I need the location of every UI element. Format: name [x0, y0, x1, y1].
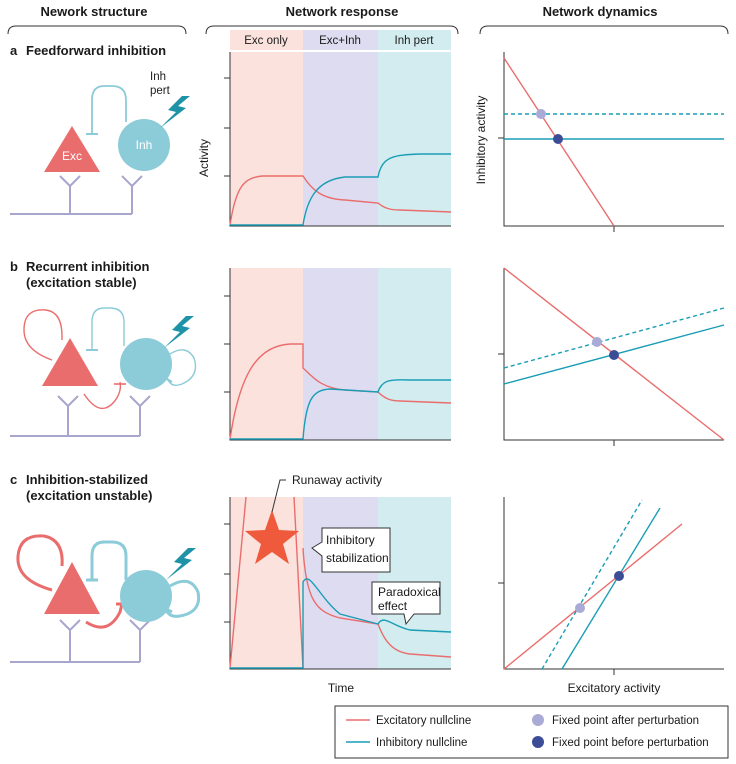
svg-text:stabilization: stabilization [326, 551, 389, 565]
row-a-label: a Feedforward inhibition [10, 43, 166, 58]
fixed-point-after [536, 109, 546, 119]
fixed-point-before [614, 571, 624, 581]
legend-fp-after: Fixed point after perturbation [552, 715, 699, 727]
svg-text:(excitation unstable): (excitation unstable) [26, 488, 152, 503]
svg-text:Feedforward inhibition: Feedforward inhibition [26, 43, 166, 58]
pert-label-line2: pert [150, 85, 171, 97]
response-a: Activity [197, 52, 452, 227]
row-b-label: b Recurrent inhibition (excitation stabl… [10, 259, 150, 290]
svg-text:Inhibitory: Inhibitory [326, 533, 375, 547]
phase-exc-only: Exc only [244, 35, 288, 47]
x-axis-excitatory-label: Excitatory activity [568, 681, 661, 695]
inh-neuron [120, 570, 172, 622]
exc-neuron [44, 562, 100, 614]
dynamics-a: Inhibitory activity [474, 52, 724, 232]
inh-label: Inh [136, 138, 153, 152]
phase-exc-inh: Exc+Inh [319, 35, 361, 47]
inhibitory-trace [230, 578, 452, 669]
runaway-trace [229, 496, 247, 669]
dynamics-b [498, 267, 725, 446]
header-dynamics-brace [479, 25, 729, 35]
header-response: Network response [286, 4, 399, 19]
y-axis-activity-label: Activity [197, 139, 211, 177]
inhibitory-trace [230, 153, 451, 226]
perturbed-inhibitory-nullcline [503, 307, 725, 369]
paradoxical-callout: Paradoxical effect [371, 581, 441, 626]
dynamics-c: Excitatory activity [498, 497, 724, 695]
svg-text:c: c [10, 472, 17, 487]
excitatory-trace [229, 175, 452, 226]
inh-neuron [120, 338, 172, 390]
phase-inh-pert: Inh pert [395, 35, 435, 47]
svg-text:Inhibition-stabilized: Inhibition-stabilized [26, 472, 148, 487]
structure-a: Exc Inh Inh pert [10, 71, 190, 215]
header-structure-brace [7, 25, 187, 35]
svg-text:Paradoxical: Paradoxical [378, 585, 441, 599]
x-axis-time-label: Time [328, 681, 355, 695]
pert-label-line1: Inh [150, 71, 166, 83]
response-c: Runaway activity Inhibitory stabilizatio… [224, 473, 452, 695]
legend-exc-nullcline: Excitatory nullcline [376, 715, 471, 727]
svg-text:b: b [10, 259, 18, 274]
structure-b [10, 307, 197, 437]
perturbed-inhibitory-nullcline [541, 499, 643, 670]
exc-label: Exc [62, 149, 82, 163]
fixed-point-before [609, 350, 619, 360]
stabilization-callout: Inhibitory stabilization [311, 527, 391, 573]
inhibitory-trace [230, 379, 451, 440]
lightning-bolt-icon [164, 316, 194, 348]
legend: Excitatory nullcline Inhibitory nullclin… [334, 705, 729, 759]
header-dynamics: Network dynamics [543, 4, 658, 19]
y-axis-inhibitory-label: Inhibitory activity [474, 96, 488, 185]
svg-text:Recurrent inhibition: Recurrent inhibition [26, 259, 150, 274]
svg-text:effect: effect [378, 599, 408, 613]
svg-text:a: a [10, 43, 18, 58]
phase-label-band: Exc only Exc+Inh Inh pert [230, 30, 451, 50]
exc-neuron [42, 338, 98, 386]
structure-c [10, 534, 201, 663]
fixed-point-after [592, 337, 602, 347]
svg-text:(excitation stable): (excitation stable) [26, 275, 137, 290]
response-b [224, 268, 452, 441]
runaway-trace [293, 496, 304, 669]
legend-inh-nullcline: Inhibitory nullcline [376, 737, 467, 749]
header-response-brace [205, 25, 459, 35]
inhibitory-nullcline [561, 507, 661, 670]
star-icon [245, 510, 299, 564]
excitatory-nullcline [503, 523, 683, 670]
lightning-bolt-icon [160, 96, 190, 128]
fixed-point-before [553, 134, 563, 144]
lightning-bolt-icon [166, 548, 196, 580]
inh-neuron [118, 119, 170, 171]
fixed-point-after [575, 603, 585, 613]
excitatory-trace [302, 547, 452, 658]
legend-fp-before: Fixed point before perturbation [552, 737, 709, 749]
runaway-annotation: Runaway activity [292, 473, 382, 487]
exc-neuron [44, 126, 100, 172]
excitatory-trace [229, 343, 452, 440]
row-c-label: c Inhibition-stabilized (excitation unst… [10, 472, 152, 503]
header-structure: Nework structure [41, 4, 148, 19]
